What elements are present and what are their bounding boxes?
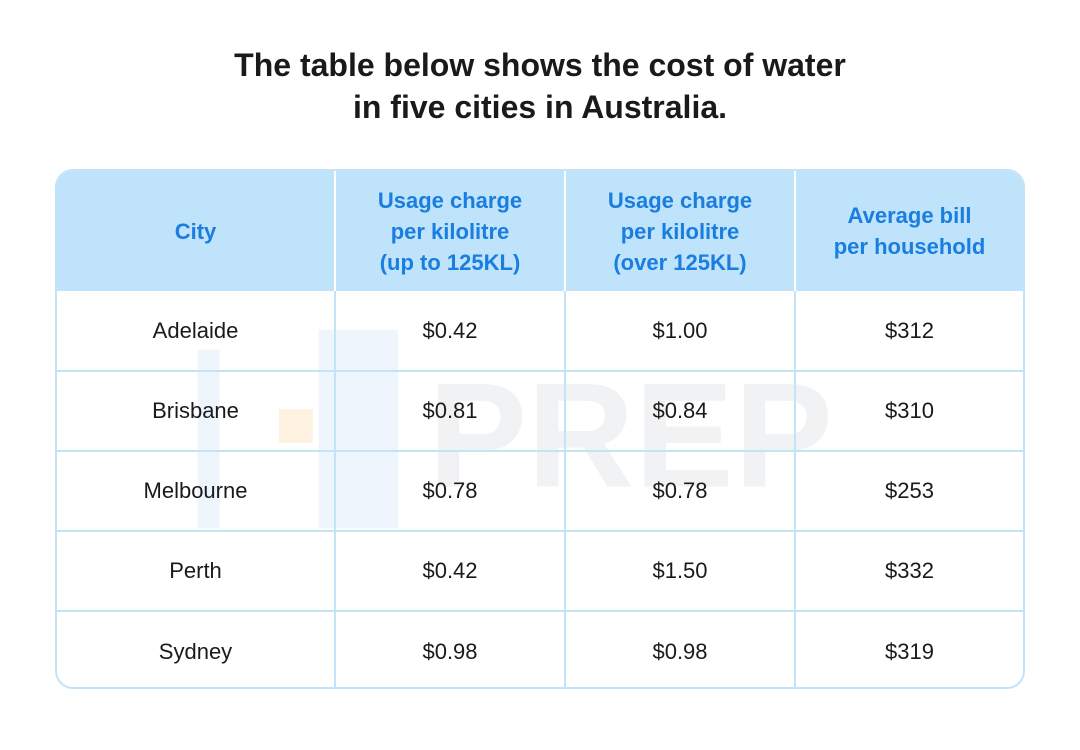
table-row: Brisbane $0.81 $0.84 $310 <box>57 370 1023 451</box>
city-cell: Perth <box>57 530 335 611</box>
value-cell: $0.98 <box>334 610 565 687</box>
column-header-line: Average bill <box>847 203 972 228</box>
column-header-3: Average bill per household <box>794 171 1023 291</box>
value-cell: $0.84 <box>564 370 795 451</box>
column-header-line: per household <box>833 234 986 259</box>
column-header-line: City <box>174 218 217 244</box>
column-header-2: Usage charge per kilolitre (over 125KL) <box>564 171 795 291</box>
value-cell: $0.81 <box>334 370 565 451</box>
value-cell: $0.98 <box>564 610 795 687</box>
table-row: Sydney $0.98 $0.98 $319 <box>57 610 1023 687</box>
value-cell: $0.78 <box>334 450 565 531</box>
value-cell: $1.00 <box>564 291 795 371</box>
value-cell: $332 <box>794 530 1023 611</box>
water-cost-table: City Usage charge per kilolitre (up to 125K… <box>57 171 1023 687</box>
city-cell: Brisbane <box>57 370 335 451</box>
page-title: The table below shows the cost of water … <box>0 44 1080 128</box>
value-cell: $0.78 <box>564 450 795 531</box>
value-cell: $319 <box>794 610 1023 687</box>
city-cell: Melbourne <box>57 450 335 531</box>
value-cell: $312 <box>794 291 1023 371</box>
value-cell: $310 <box>794 370 1023 451</box>
column-header-line: (over 125KL) <box>613 249 747 275</box>
table-header-row: City Usage charge per kilolitre (up to 125K… <box>57 171 1023 291</box>
column-header-line: Usage charge <box>377 187 523 213</box>
value-cell: $0.42 <box>334 291 565 371</box>
column-header-line: per kilolitre <box>390 218 510 244</box>
table-body: Adelaide $0.42 $1.00 $312 Brisbane $0.81 $0.84… <box>57 291 1023 687</box>
water-cost-table-container: PREP City Usage charge per kilolitre (up to… <box>55 169 1025 689</box>
title-line-2: in five cities in Australia. <box>352 89 728 125</box>
city-cell: Sydney <box>57 610 335 687</box>
column-header-0: City <box>57 171 335 291</box>
value-cell: $0.42 <box>334 530 565 611</box>
table-row: Melbourne $0.78 $0.78 $253 <box>57 450 1023 531</box>
city-cell: Adelaide <box>152 317 239 343</box>
column-header-line: Usage charge <box>607 187 753 213</box>
table-row: Perth $0.42 $1.50 $332 <box>57 530 1023 611</box>
column-header-1: Usage charge per kilolitre (up to 125KL) <box>334 171 565 291</box>
column-header-line: per kilolitre <box>620 218 740 244</box>
value-cell: $1.50 <box>564 530 795 611</box>
table-row: Adelaide $0.42 $1.00 $312 <box>57 291 1023 371</box>
value-cell: $253 <box>794 450 1023 531</box>
column-header-line: (up to 125KL) <box>379 249 521 275</box>
title-line-1: The table below shows the cost of water <box>234 47 846 83</box>
